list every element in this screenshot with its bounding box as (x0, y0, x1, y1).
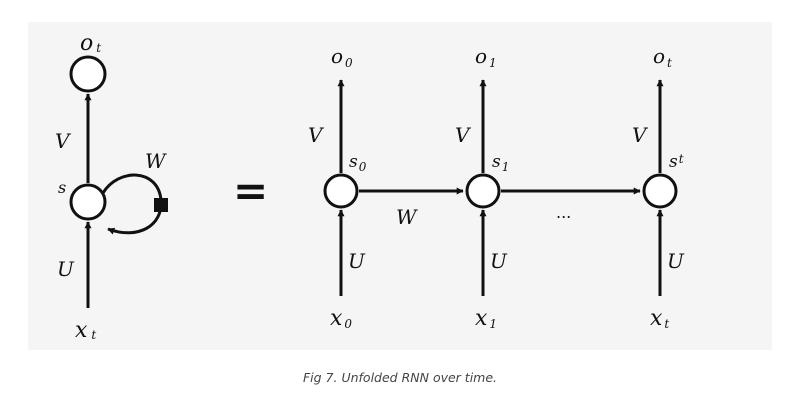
figure-caption: Fig 7. Unfolded RNN over time. (302, 370, 498, 385)
state-label-0: s0 (349, 152, 367, 174)
state-node-0 (323, 173, 359, 209)
rolled-recurrent-loop (101, 173, 163, 235)
weight-u-0: U (348, 249, 366, 273)
equals-sign: = (233, 166, 268, 215)
weight-u-1: U (490, 249, 508, 273)
unrolled-step-t (642, 79, 678, 296)
rolled-output-node (69, 55, 107, 93)
rolled-weight-w: W (145, 149, 167, 173)
rolled-weight-v: V (55, 129, 72, 153)
weight-v-0: V (308, 123, 325, 147)
state-label-1: s1 (492, 152, 509, 174)
unrolled-step-1 (465, 79, 501, 296)
weight-v-1: V (455, 123, 472, 147)
unrolled-step-0 (323, 79, 359, 296)
rolled-delay-square (154, 198, 168, 212)
state-node-t (642, 173, 678, 209)
rolled-rnn (69, 55, 168, 308)
transition-label-w: W (396, 205, 418, 229)
ellipsis: ... (556, 203, 571, 222)
weight-u-t: U (667, 249, 685, 273)
rolled-weight-u: U (57, 257, 75, 281)
rolled-state-node (69, 183, 107, 221)
state-label-t: st (669, 152, 684, 172)
rolled-state-label: s (58, 178, 66, 197)
weight-v-t: V (632, 123, 649, 147)
state-node-1 (465, 173, 501, 209)
